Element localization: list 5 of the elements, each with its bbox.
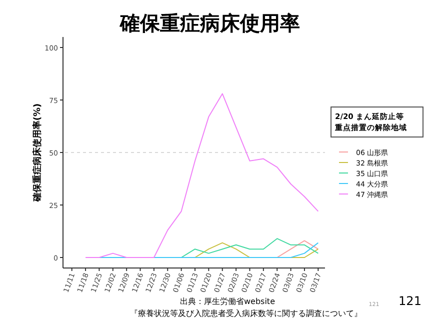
text: 『療養状況等及び入院患者受入病床数等に関する調査について』 [130, 309, 362, 318]
text: 121 [398, 294, 422, 308]
chart-title: 確保重症病床使用率 [119, 11, 300, 35]
y-axis-title: 確保重症病床使用率(%) [32, 103, 43, 203]
source-note: 出典：厚生労働省website [180, 297, 276, 306]
